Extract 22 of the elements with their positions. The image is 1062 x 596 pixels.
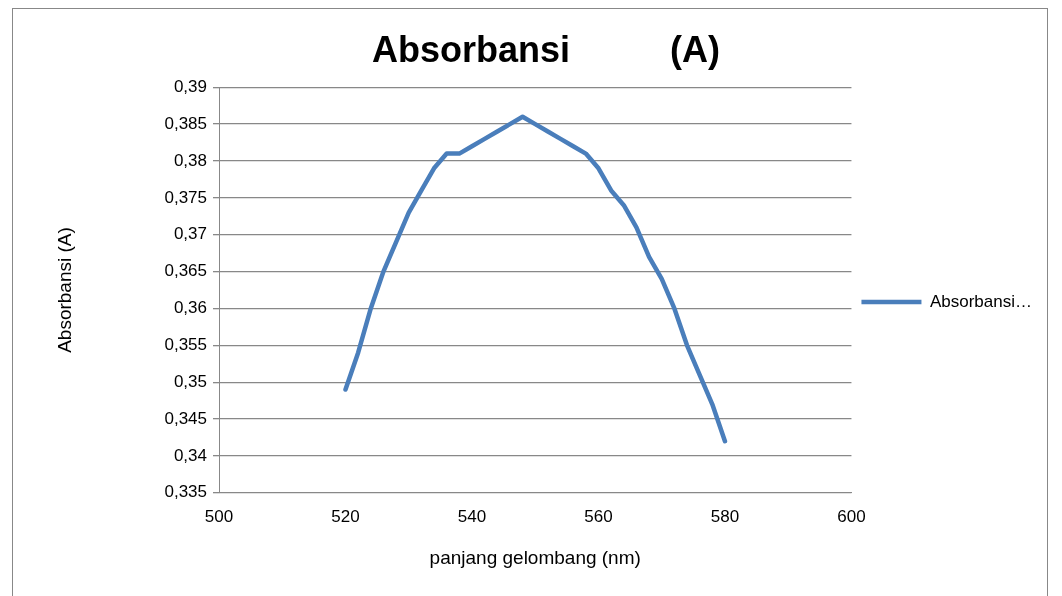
y-tick-label: 0,385 [164,113,207,133]
y-tick-label: 0,345 [164,408,207,428]
legend-label: Absorbansi… [929,291,1033,311]
y-tick-label: 0,35 [173,371,207,391]
x-tick-label: 500 [204,506,234,526]
y-tick-label: 0,365 [164,261,207,281]
y-tick-label: 0,37 [173,224,207,244]
y-tick-label: 0,36 [173,298,207,318]
x-tick-label: 580 [710,506,740,526]
x-axis-title: panjang gelombang (nm) [429,546,641,568]
y-tick-label: 0,355 [164,335,207,354]
x-tick-label: 540 [457,506,487,526]
y-tick-label: 0,335 [164,482,207,502]
y-tick-label: 0,34 [173,445,207,465]
chart-title: Absorbansi (A) [371,28,721,70]
x-tick-label: 560 [584,506,613,526]
y-tick-label: 0,375 [164,187,207,207]
x-tick-label: 600 [837,506,866,526]
y-tick-label: 0,38 [173,150,207,170]
y-axis-title: Absorbansi (A) [53,227,75,353]
x-tick-label: 520 [331,506,360,526]
y-tick-label: 0,39 [173,76,207,96]
